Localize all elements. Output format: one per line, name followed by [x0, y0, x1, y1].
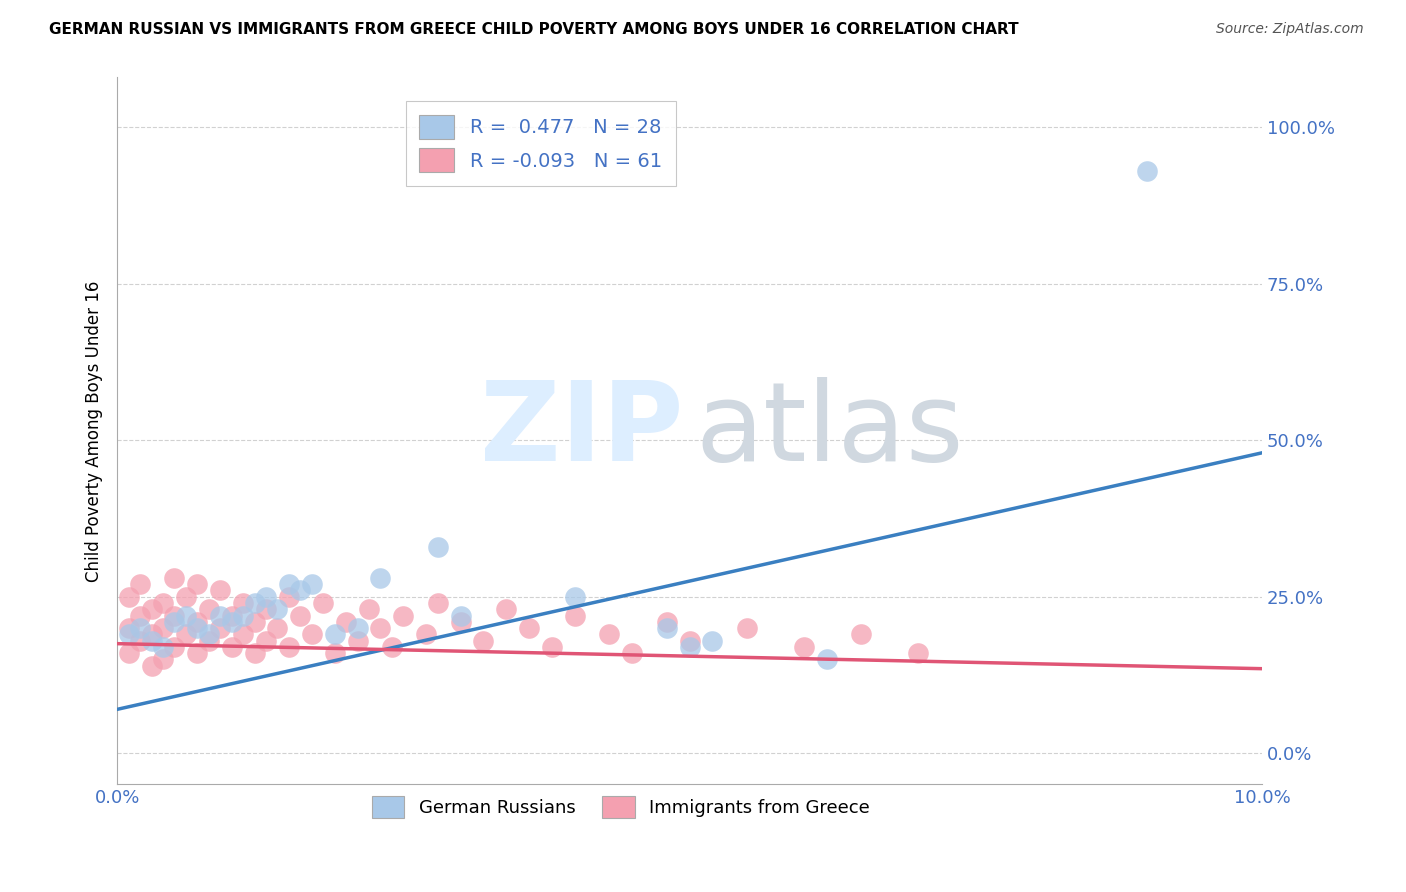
Point	[450, 615, 472, 629]
Point	[232, 627, 254, 641]
Point	[254, 590, 277, 604]
Point	[163, 608, 186, 623]
Point	[907, 646, 929, 660]
Point	[312, 596, 335, 610]
Point	[815, 652, 838, 666]
Point	[370, 621, 392, 635]
Point	[1136, 164, 1159, 178]
Point	[117, 646, 139, 660]
Point	[655, 615, 678, 629]
Point	[174, 590, 197, 604]
Point	[655, 621, 678, 635]
Point	[426, 540, 449, 554]
Point	[564, 590, 586, 604]
Point	[277, 590, 299, 604]
Point	[186, 615, 208, 629]
Point	[243, 646, 266, 660]
Point	[152, 640, 174, 654]
Point	[450, 608, 472, 623]
Point	[735, 621, 758, 635]
Point	[301, 577, 323, 591]
Text: ZIP: ZIP	[481, 377, 683, 484]
Point	[221, 640, 243, 654]
Point	[517, 621, 540, 635]
Point	[152, 652, 174, 666]
Point	[346, 621, 368, 635]
Point	[357, 602, 380, 616]
Text: Source: ZipAtlas.com: Source: ZipAtlas.com	[1216, 22, 1364, 37]
Point	[346, 633, 368, 648]
Point	[702, 633, 724, 648]
Point	[186, 646, 208, 660]
Point	[232, 596, 254, 610]
Point	[163, 615, 186, 629]
Point	[141, 658, 163, 673]
Point	[323, 646, 346, 660]
Point	[243, 615, 266, 629]
Point	[254, 633, 277, 648]
Point	[277, 577, 299, 591]
Point	[117, 621, 139, 635]
Point	[415, 627, 437, 641]
Legend: German Russians, Immigrants from Greece: German Russians, Immigrants from Greece	[364, 789, 877, 825]
Point	[678, 640, 700, 654]
Point	[163, 571, 186, 585]
Point	[141, 633, 163, 648]
Point	[197, 627, 219, 641]
Point	[117, 590, 139, 604]
Point	[392, 608, 415, 623]
Point	[209, 583, 232, 598]
Point	[793, 640, 815, 654]
Text: atlas: atlas	[696, 377, 963, 484]
Point	[335, 615, 357, 629]
Point	[186, 577, 208, 591]
Point	[290, 583, 312, 598]
Point	[621, 646, 644, 660]
Point	[129, 608, 152, 623]
Point	[174, 627, 197, 641]
Point	[254, 602, 277, 616]
Point	[851, 627, 873, 641]
Point	[301, 627, 323, 641]
Point	[141, 627, 163, 641]
Point	[266, 621, 288, 635]
Point	[129, 577, 152, 591]
Point	[678, 633, 700, 648]
Point	[152, 596, 174, 610]
Point	[197, 602, 219, 616]
Point	[209, 621, 232, 635]
Point	[221, 615, 243, 629]
Y-axis label: Child Poverty Among Boys Under 16: Child Poverty Among Boys Under 16	[86, 280, 103, 582]
Point	[426, 596, 449, 610]
Point	[129, 633, 152, 648]
Point	[129, 621, 152, 635]
Point	[541, 640, 564, 654]
Point	[221, 608, 243, 623]
Point	[323, 627, 346, 641]
Point	[564, 608, 586, 623]
Point	[232, 608, 254, 623]
Point	[197, 633, 219, 648]
Point	[598, 627, 620, 641]
Point	[290, 608, 312, 623]
Point	[381, 640, 404, 654]
Text: GERMAN RUSSIAN VS IMMIGRANTS FROM GREECE CHILD POVERTY AMONG BOYS UNDER 16 CORRE: GERMAN RUSSIAN VS IMMIGRANTS FROM GREECE…	[49, 22, 1019, 37]
Point	[163, 640, 186, 654]
Point	[141, 602, 163, 616]
Point	[243, 596, 266, 610]
Point	[117, 627, 139, 641]
Point	[472, 633, 495, 648]
Point	[186, 621, 208, 635]
Point	[152, 621, 174, 635]
Point	[370, 571, 392, 585]
Point	[277, 640, 299, 654]
Point	[495, 602, 517, 616]
Point	[266, 602, 288, 616]
Point	[174, 608, 197, 623]
Point	[209, 608, 232, 623]
